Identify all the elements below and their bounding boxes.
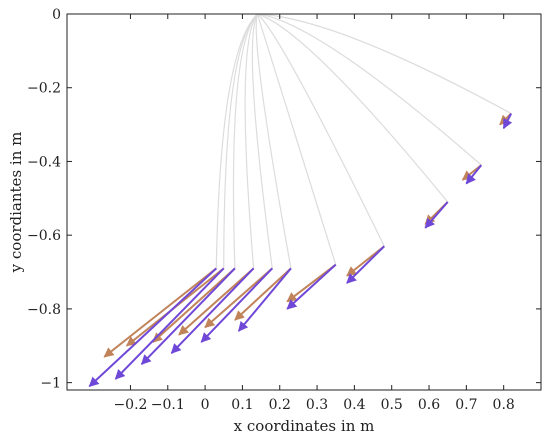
- purple-arrow: [200, 267, 273, 343]
- x-tick-label: 0.5: [381, 397, 403, 413]
- orange-arrow: [234, 267, 292, 321]
- trajectory-curve: [232, 13, 258, 269]
- trajectory-curve: [255, 13, 292, 269]
- y-tick-label: −0.8: [27, 302, 61, 318]
- purple-arrow: [424, 201, 449, 229]
- trajectory-curve: [244, 13, 258, 269]
- purple-arrow: [237, 267, 292, 332]
- y-tick-label: 0: [52, 7, 61, 23]
- y-tick-label: −1: [40, 376, 61, 392]
- x-tick-label: 0: [201, 397, 210, 413]
- x-tick-label: 0.8: [493, 397, 515, 413]
- x-tick-label: −0.1: [151, 397, 185, 413]
- x-tick-label: 0.4: [343, 397, 365, 413]
- trajectory-curve: [257, 13, 482, 166]
- purple-arrow: [286, 263, 337, 310]
- trajectory-curve: [257, 13, 449, 203]
- trajectory-curve: [256, 13, 385, 247]
- trajectory-curve: [256, 13, 337, 265]
- purple-arrow: [346, 245, 385, 284]
- purple-arrow: [465, 164, 483, 185]
- x-tick-label: 0.2: [269, 397, 291, 413]
- orange-arrow: [178, 267, 255, 336]
- purple-arrow: [502, 113, 513, 130]
- x-tick-label: −0.2: [113, 397, 147, 413]
- purple-arrow: [114, 267, 225, 380]
- y-axis-ticks: 0 −0.2 −0.4 −0.6 −0.8 −1: [27, 7, 541, 392]
- y-tick-label: −0.6: [27, 228, 61, 244]
- plot-frame: [66, 13, 542, 391]
- x-tick-label: 0.6: [418, 397, 440, 413]
- trajectory-curve: [257, 13, 512, 115]
- orange-arrow: [103, 267, 217, 358]
- x-tick-label: 0.7: [455, 397, 477, 413]
- trajectory-curves: [215, 13, 512, 269]
- trajectory-curve: [251, 13, 273, 269]
- purple-arrow: [88, 267, 217, 388]
- orange-arrow: [152, 267, 236, 343]
- x-axis-label: x coordinates in m: [234, 417, 375, 435]
- x-axis-ticks: −0.2 −0.1 0 0.1 0.2 0.3 0.4 0.5 0.6 0.7 0.8: [113, 14, 515, 413]
- force-arrows: [88, 112, 513, 388]
- trajectory-curve: [215, 13, 258, 269]
- orange-arrow: [204, 267, 273, 329]
- purple-arrow: [140, 267, 236, 365]
- y-tick-label: −0.4: [27, 154, 61, 170]
- x-tick-label: 0.1: [231, 397, 253, 413]
- x-tick-label: 0.3: [306, 397, 328, 413]
- purple-arrow: [170, 267, 255, 354]
- y-tick-label: −0.2: [27, 81, 61, 97]
- y-axis-label: y coordiantes in m: [7, 132, 25, 274]
